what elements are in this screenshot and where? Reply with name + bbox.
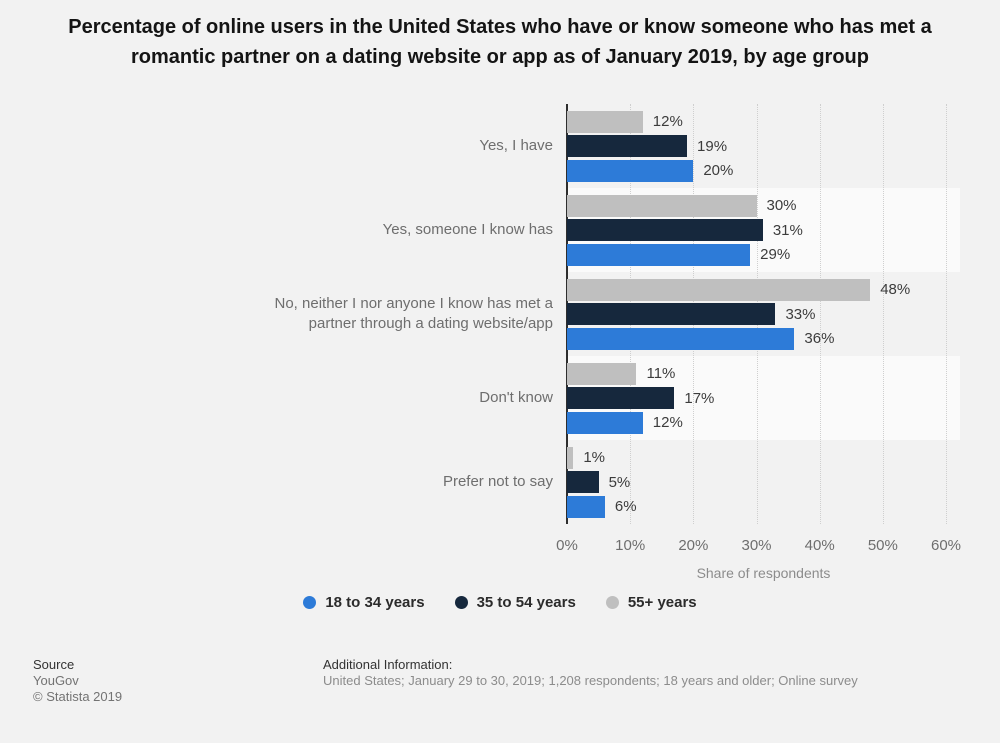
bar-value-label: 17% (684, 389, 715, 407)
bar-value-label: 29% (760, 246, 791, 263)
bar-value-label: 5% (608, 473, 631, 491)
x-tick-label: 40% (804, 537, 835, 554)
category-label: Prefer not to say (442, 473, 553, 490)
additional-info-value: United States; January 29 to 30, 2019; 1… (323, 673, 858, 688)
x-tick-label: 0% (556, 537, 578, 554)
legend-dot (605, 596, 619, 609)
bar-value-label: 30% (766, 197, 797, 214)
footer-source: Source YouGov © Statista 2019 (33, 657, 122, 705)
legend-label: 35 to 54 years (476, 594, 576, 611)
gridline (819, 104, 821, 524)
x-tick-label: 60% (930, 537, 962, 554)
x-tick-label: 50% (867, 537, 898, 554)
chart-title: Percentage of online users in the United… (68, 16, 932, 68)
legend-dot (454, 596, 468, 609)
bar-value-label: 20% (703, 162, 734, 179)
legend-label: 55+ years (627, 594, 697, 611)
legend-item: 35 to 54 years (454, 594, 576, 611)
bar-value-label: 48% (880, 281, 911, 298)
bar (567, 471, 599, 493)
x-tick-label: 10% (615, 537, 646, 554)
bar (567, 495, 605, 518)
bar (567, 411, 643, 434)
bar (567, 446, 574, 469)
source-label: Source (33, 657, 75, 672)
bar (567, 135, 688, 157)
bar-value-label: 31% (772, 221, 803, 239)
x-axis-label: Share of respondents (696, 565, 831, 581)
copyright: © Statista 2019 (33, 689, 123, 704)
category-label: Yes, someone I know has (382, 221, 553, 238)
bar-value-label: 19% (697, 137, 728, 155)
bar-value-label: 1% (583, 449, 605, 466)
additional-info-label: Additional Information: (323, 657, 453, 672)
bar (567, 303, 776, 325)
x-tick-label: 30% (741, 537, 772, 554)
legend-dot (303, 596, 317, 609)
legend-item: 18 to 34 years (303, 594, 425, 611)
x-tick-label: 20% (678, 537, 709, 554)
bar-value-label: 12% (652, 414, 683, 431)
category-label: No, neither I nor anyone I know has met … (274, 295, 554, 332)
source-value: YouGov (33, 673, 79, 688)
gridline (882, 104, 884, 524)
bar-value-label: 6% (614, 498, 637, 515)
bar (567, 362, 637, 385)
gridline (946, 104, 947, 524)
bar (567, 278, 871, 301)
legend: 18 to 34 years 35 to 54 years 55+ years (0, 594, 1000, 611)
bar-value-label: 36% (804, 330, 835, 347)
bar-value-label: 12% (652, 113, 683, 130)
category-label: Yes, I have (479, 137, 553, 154)
bar (567, 243, 751, 266)
legend-label: 18 to 34 years (325, 594, 425, 611)
bar (567, 110, 643, 133)
category-label: Don't know (479, 389, 553, 406)
bar (567, 387, 675, 409)
bar (567, 327, 795, 350)
legend-item: 55+ years (605, 594, 697, 611)
footer-additional-info: Additional Information: United States; J… (323, 657, 858, 689)
bar (567, 159, 694, 182)
plot-area: 12% 19% 20% 30% 31% 29% 48% 33% 36% 11% 17% 12% 1% 5%… (566, 104, 960, 524)
bar-value-label: 11% (646, 365, 676, 382)
bar-value-label: 33% (785, 305, 816, 323)
bar (567, 194, 757, 217)
bar (567, 219, 763, 241)
